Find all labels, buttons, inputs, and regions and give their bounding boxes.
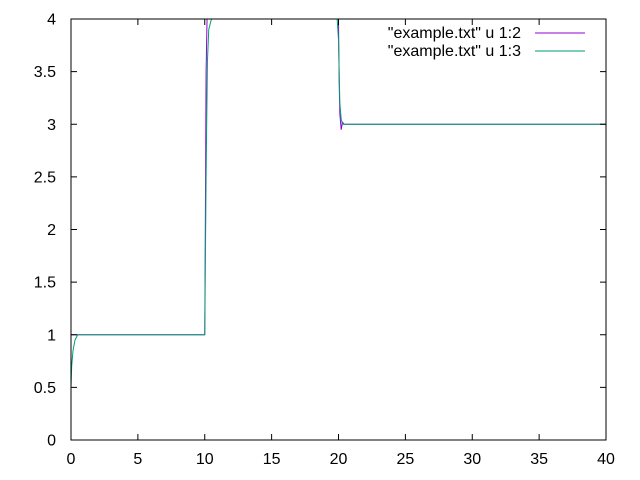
y-tick-label: 4 (47, 12, 56, 29)
axes-layer: 0 5 10 15 20 25 30 35 40 0 0.5 1 1.5 2 2.5 3 3.5 4 (34, 12, 615, 469)
series-layer (71, 19, 606, 388)
y-tick-label: 3 (47, 117, 56, 134)
legend-label-2: "example.txt" u 1:3 (388, 43, 521, 60)
x-tick-label: 30 (463, 451, 481, 468)
x-tick-label: 35 (530, 451, 548, 468)
legend-label-1: "example.txt" u 1:2 (388, 25, 521, 42)
x-tick-label: 10 (196, 451, 214, 468)
y-tick-label: 2 (47, 222, 56, 239)
y-tick-label: 1.5 (34, 275, 56, 292)
series-line-2 (71, 19, 606, 388)
y-tick-label: 2.5 (34, 169, 56, 186)
x-tick-label: 25 (396, 451, 414, 468)
x-tick-label: 15 (263, 451, 281, 468)
y-tick-label: 0.5 (34, 380, 56, 397)
x-tick-label: 20 (330, 451, 348, 468)
y-tick-label: 0 (47, 433, 56, 450)
x-tick-label: 0 (67, 451, 76, 468)
legend: "example.txt" u 1:2"example.txt" u 1:3 (388, 25, 585, 60)
x-tick-label: 5 (133, 451, 142, 468)
plot-frame (70, 18, 607, 441)
y-tick-label: 1 (47, 327, 56, 344)
x-tick-label: 40 (597, 451, 615, 468)
y-tick-label: 3.5 (34, 64, 56, 81)
